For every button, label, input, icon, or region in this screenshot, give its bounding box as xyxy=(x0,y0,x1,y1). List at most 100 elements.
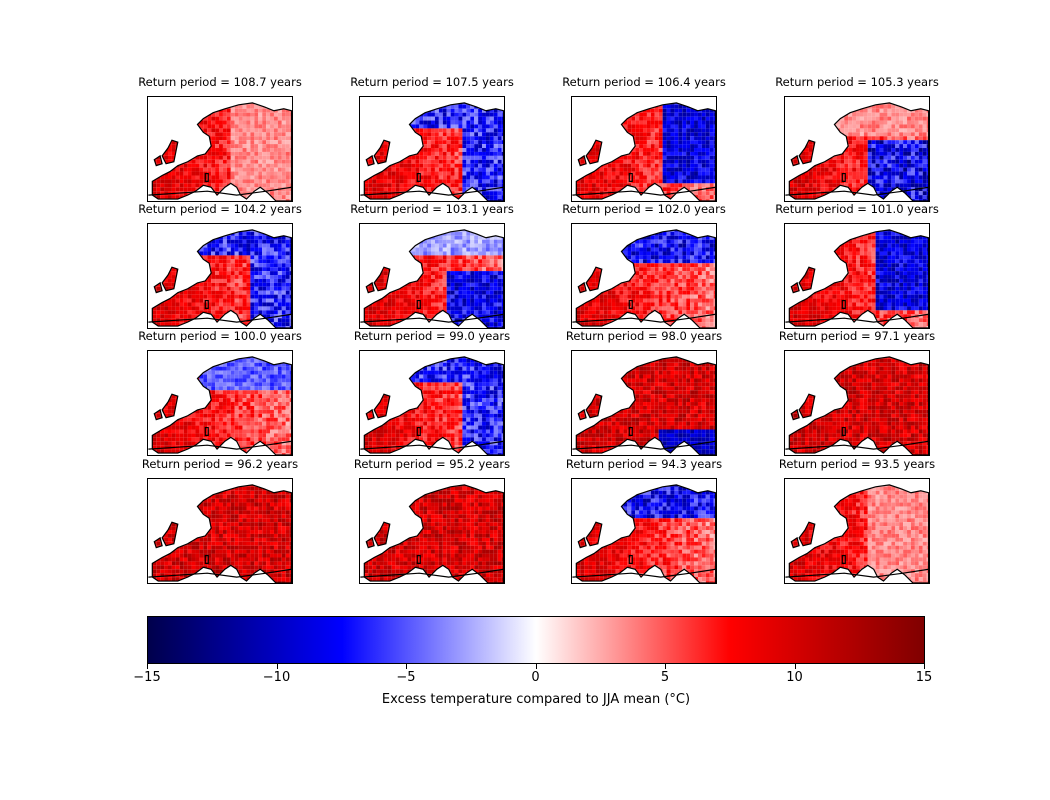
europe-map xyxy=(571,96,717,202)
coastline xyxy=(788,229,929,328)
coastline xyxy=(151,102,292,201)
africa-coastline xyxy=(360,313,504,323)
colorbar-tick-label: 15 xyxy=(915,670,933,685)
africa-coastline xyxy=(148,186,292,196)
europe-map xyxy=(571,350,717,456)
map-panel: Return period = 100.0 years xyxy=(138,329,302,456)
temperature-anomaly-field xyxy=(364,229,504,328)
coastline xyxy=(365,408,375,421)
coastline xyxy=(790,281,800,294)
temperature-anomaly-field xyxy=(789,229,929,328)
panel-title: Return period = 93.5 years xyxy=(778,457,936,471)
coastline xyxy=(416,172,421,182)
panel-title: Return period = 99.0 years xyxy=(353,329,511,343)
coastline xyxy=(416,299,421,309)
europe-map xyxy=(147,96,293,202)
europe-map xyxy=(147,478,293,584)
panel-title: Return period = 104.2 years xyxy=(138,202,302,216)
coastline xyxy=(790,536,800,549)
africa-coastline xyxy=(148,568,292,578)
panel-title: Return period = 108.7 years xyxy=(138,75,302,89)
colorbar-tick xyxy=(147,664,148,669)
colorbar-tick-label: 0 xyxy=(531,670,540,685)
coastline xyxy=(416,554,421,564)
temperature-anomaly-field xyxy=(789,102,929,201)
europe-map xyxy=(359,350,505,456)
panel-title: Return period = 98.0 years xyxy=(565,329,723,343)
africa-coastline xyxy=(785,568,929,578)
temperature-anomaly-field xyxy=(364,356,504,455)
coastline xyxy=(788,356,929,455)
panel-title: Return period = 107.5 years xyxy=(350,75,514,89)
coastline xyxy=(373,521,391,547)
coastline xyxy=(204,299,209,309)
coastline xyxy=(204,426,209,436)
coastline xyxy=(161,266,179,292)
africa-coastline xyxy=(785,186,929,196)
panel-title: Return period = 96.2 years xyxy=(141,457,299,471)
colorbar-tick-label: 10 xyxy=(786,670,803,685)
coastline xyxy=(153,408,163,421)
panel-title: Return period = 101.0 years xyxy=(775,202,939,216)
map-panel: Return period = 106.4 years xyxy=(562,75,726,202)
coastline xyxy=(373,266,391,292)
map-panel: Return period = 97.1 years xyxy=(779,329,935,456)
colorbar-label: Excess temperature compared to JJA mean … xyxy=(381,692,691,707)
coastline xyxy=(798,139,816,165)
coastline xyxy=(161,393,179,419)
coastline xyxy=(365,281,375,294)
coastline xyxy=(841,554,846,564)
coastline xyxy=(790,408,800,421)
coastline xyxy=(841,299,846,309)
coastline xyxy=(790,154,800,167)
africa-coastline xyxy=(360,186,504,196)
coastline xyxy=(575,484,716,583)
map-panel: Return period = 102.0 years xyxy=(562,202,726,329)
coastline xyxy=(153,154,163,167)
temperature-anomaly-field xyxy=(576,356,716,455)
coastline xyxy=(628,426,633,436)
map-panel: Return period = 96.2 years xyxy=(142,457,298,584)
panel-title: Return period = 94.3 years xyxy=(565,457,723,471)
temperature-anomaly-field xyxy=(576,229,716,328)
temperature-anomaly-field xyxy=(364,484,504,583)
coastline xyxy=(153,281,163,294)
coastline xyxy=(798,521,816,547)
panel-title: Return period = 105.3 years xyxy=(775,75,939,89)
temperature-anomaly-field xyxy=(576,102,716,201)
temperature-anomaly-field xyxy=(152,356,292,455)
map-panel: Return period = 99.0 years xyxy=(354,329,510,456)
africa-coastline xyxy=(785,313,929,323)
europe-map xyxy=(147,223,293,329)
coastline xyxy=(151,484,292,583)
africa-coastline xyxy=(572,440,716,450)
temperature-anomaly-field xyxy=(364,102,504,201)
europe-map xyxy=(784,96,930,202)
africa-coastline xyxy=(572,568,716,578)
coastline xyxy=(585,139,603,165)
europe-map xyxy=(571,478,717,584)
coastline xyxy=(363,229,504,328)
map-panel: Return period = 107.5 years xyxy=(350,75,514,202)
europe-map xyxy=(359,96,505,202)
coastline xyxy=(365,154,375,167)
map-panel: Return period = 108.7 years xyxy=(138,75,302,202)
coastline xyxy=(416,426,421,436)
map-panel: Return period = 103.1 years xyxy=(350,202,514,329)
europe-map xyxy=(359,478,505,584)
temperature-anomaly-field xyxy=(576,484,716,583)
coastline xyxy=(575,356,716,455)
coastline xyxy=(151,229,292,328)
temperature-anomaly-field xyxy=(152,229,292,328)
africa-coastline xyxy=(785,440,929,450)
europe-map xyxy=(571,223,717,329)
map-panel: Return period = 105.3 years xyxy=(775,75,939,202)
colorbar xyxy=(147,616,925,664)
coastline xyxy=(363,484,504,583)
coastline xyxy=(577,536,587,549)
coastline xyxy=(365,536,375,549)
coastline xyxy=(798,266,816,292)
map-panel: Return period = 93.5 years xyxy=(779,457,935,584)
europe-map xyxy=(784,350,930,456)
